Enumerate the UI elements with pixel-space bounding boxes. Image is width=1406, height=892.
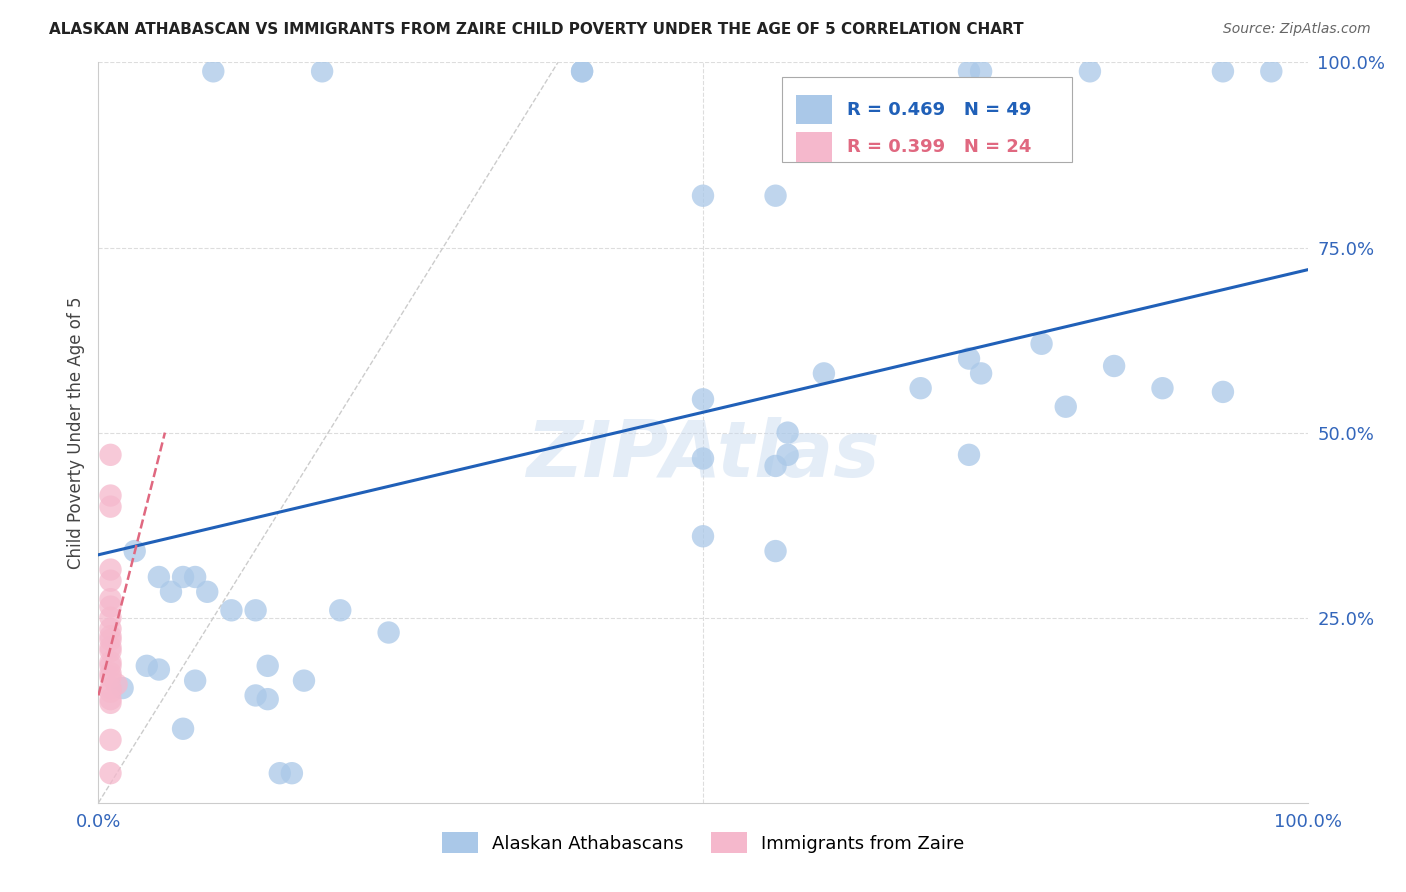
Point bbox=[776, 425, 799, 440]
Legend: Alaskan Athabascans, Immigrants from Zaire: Alaskan Athabascans, Immigrants from Zai… bbox=[434, 825, 972, 861]
Point bbox=[202, 64, 225, 78]
Point bbox=[195, 584, 218, 599]
Point bbox=[1078, 64, 1101, 78]
FancyBboxPatch shape bbox=[796, 132, 832, 161]
Point bbox=[100, 448, 122, 462]
Point bbox=[100, 599, 122, 614]
Point bbox=[692, 392, 714, 407]
Point bbox=[692, 529, 714, 543]
Text: R = 0.399   N = 24: R = 0.399 N = 24 bbox=[846, 138, 1031, 156]
Point bbox=[1152, 381, 1174, 395]
Point bbox=[100, 655, 122, 669]
Point bbox=[100, 732, 122, 747]
Point bbox=[1102, 359, 1125, 373]
Text: ZIPAtlas: ZIPAtlas bbox=[526, 417, 880, 493]
Point bbox=[957, 448, 980, 462]
Point bbox=[100, 681, 122, 695]
Text: ALASKAN ATHABASCAN VS IMMIGRANTS FROM ZAIRE CHILD POVERTY UNDER THE AGE OF 5 COR: ALASKAN ATHABASCAN VS IMMIGRANTS FROM ZA… bbox=[49, 22, 1024, 37]
Point bbox=[910, 381, 932, 395]
Point bbox=[100, 658, 122, 673]
Point bbox=[124, 544, 146, 558]
Point bbox=[765, 188, 787, 202]
Point bbox=[1212, 64, 1234, 78]
Point bbox=[1260, 64, 1282, 78]
Point bbox=[970, 367, 993, 381]
Point bbox=[100, 563, 122, 577]
Point bbox=[100, 766, 122, 780]
Point bbox=[105, 677, 128, 691]
Point bbox=[111, 681, 134, 695]
Point bbox=[1212, 384, 1234, 399]
Point bbox=[957, 64, 980, 78]
Point bbox=[281, 766, 304, 780]
Point bbox=[970, 64, 993, 78]
Point bbox=[765, 458, 787, 473]
Point bbox=[100, 632, 122, 647]
Point bbox=[292, 673, 315, 688]
Point bbox=[184, 570, 207, 584]
Point bbox=[100, 666, 122, 681]
Point bbox=[692, 188, 714, 202]
Point bbox=[172, 570, 194, 584]
Point bbox=[765, 544, 787, 558]
Point bbox=[100, 696, 122, 710]
Point bbox=[245, 603, 267, 617]
Point bbox=[329, 603, 352, 617]
Point bbox=[148, 570, 170, 584]
Point bbox=[100, 610, 122, 624]
Point bbox=[100, 500, 122, 514]
Point bbox=[256, 658, 278, 673]
Point bbox=[100, 692, 122, 706]
Point bbox=[100, 592, 122, 607]
Point bbox=[813, 367, 835, 381]
Point bbox=[256, 692, 278, 706]
Point bbox=[269, 766, 291, 780]
Point bbox=[957, 351, 980, 366]
Text: R = 0.469   N = 49: R = 0.469 N = 49 bbox=[846, 101, 1031, 119]
Point bbox=[311, 64, 333, 78]
Point bbox=[1054, 400, 1077, 414]
Point bbox=[571, 64, 593, 78]
Point bbox=[148, 663, 170, 677]
FancyBboxPatch shape bbox=[796, 95, 832, 124]
Point bbox=[100, 640, 122, 655]
Point bbox=[245, 689, 267, 703]
Point bbox=[100, 685, 122, 699]
Point bbox=[571, 64, 593, 78]
Point bbox=[377, 625, 399, 640]
Point bbox=[100, 489, 122, 503]
Text: Source: ZipAtlas.com: Source: ZipAtlas.com bbox=[1223, 22, 1371, 37]
Point bbox=[172, 722, 194, 736]
FancyBboxPatch shape bbox=[782, 78, 1071, 162]
Point bbox=[160, 584, 183, 599]
Point bbox=[100, 574, 122, 588]
Point bbox=[100, 670, 122, 684]
Point bbox=[100, 622, 122, 636]
Point bbox=[100, 644, 122, 658]
Point bbox=[776, 448, 799, 462]
Y-axis label: Child Poverty Under the Age of 5: Child Poverty Under the Age of 5 bbox=[66, 296, 84, 569]
Point bbox=[184, 673, 207, 688]
Point bbox=[100, 629, 122, 643]
Point bbox=[221, 603, 243, 617]
Point bbox=[692, 451, 714, 466]
Point bbox=[135, 658, 157, 673]
Point bbox=[1031, 336, 1053, 351]
